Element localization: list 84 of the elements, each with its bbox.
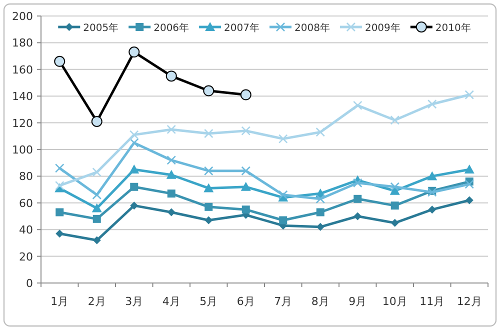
point bbox=[166, 124, 176, 134]
x-tick-label: 12月 bbox=[456, 295, 482, 308]
point bbox=[427, 99, 437, 109]
point bbox=[54, 56, 66, 67]
point bbox=[390, 218, 399, 227]
y-tick-label: 0 bbox=[26, 277, 33, 290]
point bbox=[390, 202, 399, 210]
point bbox=[241, 166, 251, 176]
x-tick-label: 6月 bbox=[236, 295, 255, 308]
point bbox=[128, 46, 140, 58]
x-tick-label: 10月 bbox=[382, 295, 408, 308]
y-tick-label: 200 bbox=[12, 10, 33, 23]
point bbox=[130, 182, 138, 191]
point bbox=[464, 164, 474, 174]
point bbox=[54, 164, 64, 173]
y-tick-label: 100 bbox=[12, 144, 33, 156]
point bbox=[167, 190, 176, 198]
point bbox=[390, 182, 400, 192]
point bbox=[278, 190, 288, 200]
y-tick-label: 20 bbox=[19, 250, 33, 264]
point bbox=[316, 208, 324, 216]
point bbox=[92, 236, 101, 244]
x-tick-label: 9月 bbox=[348, 295, 367, 308]
point bbox=[129, 138, 139, 148]
point bbox=[167, 208, 176, 216]
y-tick-label: 160 bbox=[12, 63, 33, 76]
point bbox=[240, 89, 252, 100]
point bbox=[352, 100, 362, 110]
point bbox=[278, 134, 288, 144]
point bbox=[464, 90, 474, 100]
point bbox=[92, 214, 101, 223]
point bbox=[91, 116, 102, 127]
legend-label: 2007年 bbox=[224, 22, 260, 34]
point bbox=[316, 127, 326, 137]
point bbox=[56, 208, 64, 216]
legend-label: 2009年 bbox=[364, 22, 400, 34]
point bbox=[240, 182, 251, 191]
point bbox=[130, 202, 138, 210]
x-tick-label: 5月 bbox=[200, 295, 218, 308]
point bbox=[354, 212, 362, 220]
point bbox=[203, 85, 214, 96]
x-tick-label: 4月 bbox=[162, 295, 180, 308]
y-tick-label: 40 bbox=[19, 224, 33, 237]
x-tick-label: 1月 bbox=[50, 295, 69, 308]
point bbox=[427, 171, 438, 180]
point bbox=[241, 126, 251, 136]
y-tick-label: 140 bbox=[12, 90, 33, 104]
x-tick-label: 11月 bbox=[420, 295, 445, 308]
legend-label: 2005年 bbox=[83, 22, 119, 34]
x-tick-label: 2月 bbox=[88, 295, 106, 308]
point bbox=[465, 196, 474, 204]
point bbox=[92, 203, 102, 212]
point bbox=[316, 194, 326, 204]
legend-label: 2006年 bbox=[154, 22, 190, 34]
legend-label: 2008年 bbox=[294, 22, 330, 34]
point bbox=[129, 164, 140, 174]
point bbox=[92, 168, 102, 177]
point bbox=[204, 183, 214, 192]
point bbox=[279, 216, 288, 224]
x-tick-label: 7月 bbox=[274, 295, 292, 308]
point bbox=[428, 206, 436, 214]
point bbox=[92, 190, 102, 200]
point bbox=[204, 128, 214, 138]
y-tick-label: 180 bbox=[12, 36, 33, 50]
point bbox=[352, 178, 362, 188]
point bbox=[56, 230, 64, 238]
x-tick-label: 3月 bbox=[125, 295, 144, 308]
point bbox=[242, 206, 250, 214]
y-tick-label: 60 bbox=[19, 196, 33, 210]
point bbox=[54, 180, 64, 190]
point bbox=[129, 130, 139, 140]
point bbox=[390, 115, 400, 125]
point bbox=[354, 194, 362, 203]
point bbox=[204, 166, 214, 176]
x-tick-label: 8月 bbox=[311, 295, 330, 308]
point bbox=[464, 180, 474, 189]
y-tick-label: 80 bbox=[19, 170, 33, 184]
point bbox=[204, 202, 213, 211]
legend-label: 2010年 bbox=[435, 22, 471, 34]
point bbox=[204, 216, 213, 224]
y-tick-label: 120 bbox=[12, 116, 33, 130]
point bbox=[166, 156, 176, 165]
point bbox=[166, 70, 177, 82]
point bbox=[166, 170, 176, 179]
